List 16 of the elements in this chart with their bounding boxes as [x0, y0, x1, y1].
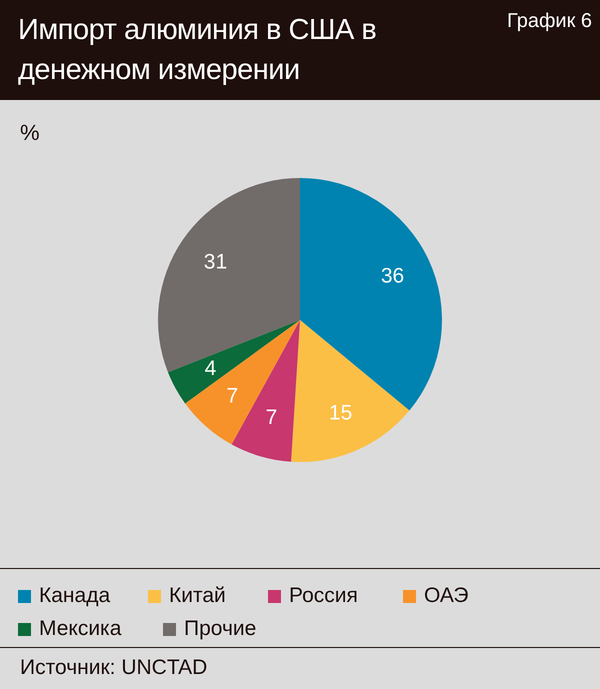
text: Источник: UNCTAD [20, 656, 208, 680]
data-label: 36 [380, 264, 404, 288]
data-label: 4 [204, 357, 217, 380]
legend-label: Россия [289, 584, 358, 608]
legend-label: Мексика [39, 617, 122, 641]
data-label: 7 [266, 406, 278, 429]
chart-title: Импорт алюминия в США в денежном измерении [18, 13, 378, 88]
data-label: 15 [328, 402, 352, 425]
data-label: 31 [204, 250, 228, 274]
legend-label: Прочие [184, 617, 256, 641]
chart-subtitle: % [20, 120, 40, 146]
legend-label: Китай [169, 584, 226, 608]
text: График 6 [506, 10, 592, 33]
legend-label: ОАЭ [424, 584, 469, 608]
data-label: 7 [226, 384, 238, 408]
legend-label: Канада [39, 584, 110, 608]
